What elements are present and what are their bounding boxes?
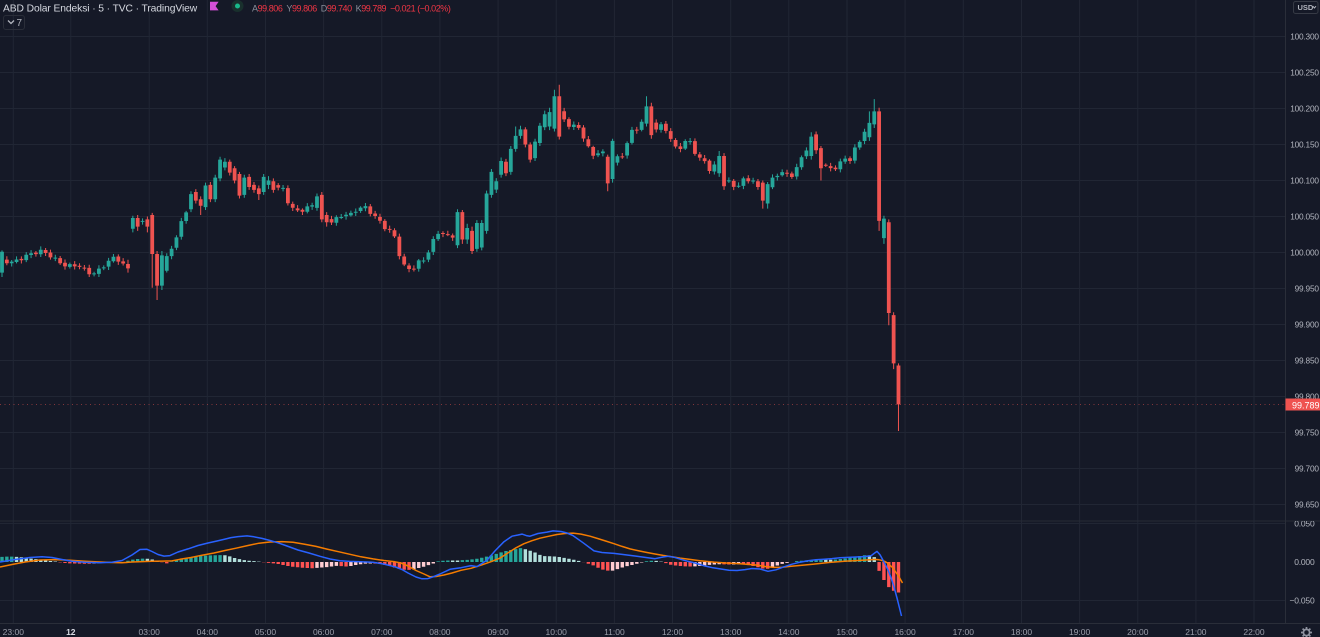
svg-text:11:00: 11:00 [604, 627, 625, 637]
svg-text:0.050: 0.050 [1294, 519, 1315, 529]
svg-text:03:00: 03:00 [139, 627, 161, 637]
svg-text:07:00: 07:00 [371, 627, 393, 637]
svg-text:16:00: 16:00 [894, 627, 916, 637]
svg-text:100.050: 100.050 [1290, 212, 1319, 222]
svg-text:15:00: 15:00 [836, 627, 858, 637]
svg-text:99.750: 99.750 [1295, 428, 1320, 438]
svg-text:100.300: 100.300 [1290, 32, 1319, 42]
svg-text:10:00: 10:00 [546, 627, 568, 637]
svg-text:08:00: 08:00 [429, 627, 451, 637]
svg-text:99.850: 99.850 [1295, 356, 1320, 366]
svg-text:09:00: 09:00 [487, 627, 509, 637]
svg-text:99.650: 99.650 [1295, 500, 1320, 510]
svg-text:06:00: 06:00 [313, 627, 335, 637]
svg-text:13:00: 13:00 [720, 627, 742, 637]
svg-text:22:00: 22:00 [1243, 627, 1265, 637]
svg-text:20:00: 20:00 [1127, 627, 1149, 637]
svg-text:100.150: 100.150 [1290, 140, 1319, 150]
svg-text:100.100: 100.100 [1290, 176, 1319, 186]
svg-text:100.000: 100.000 [1290, 248, 1319, 258]
svg-text:99.950: 99.950 [1295, 284, 1320, 294]
svg-text:14:00: 14:00 [778, 627, 800, 637]
svg-text:99.800: 99.800 [1295, 392, 1320, 402]
svg-text:100.250: 100.250 [1290, 68, 1319, 78]
svg-text:18:00: 18:00 [1011, 627, 1033, 637]
svg-text:05:00: 05:00 [255, 627, 277, 637]
svg-text:0.000: 0.000 [1294, 557, 1315, 567]
svg-text:100.200: 100.200 [1290, 104, 1319, 114]
svg-text:ABD Dolar Endeksi · 5 · TVC ·: ABD Dolar Endeksi · 5 · TVC · TradingVie… [3, 4, 198, 15]
svg-text:17:00: 17:00 [953, 627, 975, 637]
svg-text:USD: USD [1298, 3, 1314, 12]
svg-text:99.700: 99.700 [1295, 464, 1320, 474]
svg-text:23:00: 23:00 [3, 627, 25, 637]
svg-text:04:00: 04:00 [197, 627, 219, 637]
svg-text:99.900: 99.900 [1295, 320, 1320, 330]
svg-text:21:00: 21:00 [1185, 627, 1207, 637]
svg-text:99.789: 99.789 [1292, 401, 1320, 411]
svg-text:−0.050: −0.050 [1289, 596, 1315, 606]
svg-text:19:00: 19:00 [1069, 627, 1091, 637]
svg-text:7: 7 [17, 18, 23, 29]
svg-text:12:00: 12:00 [662, 627, 684, 637]
svg-text:12: 12 [66, 627, 76, 637]
